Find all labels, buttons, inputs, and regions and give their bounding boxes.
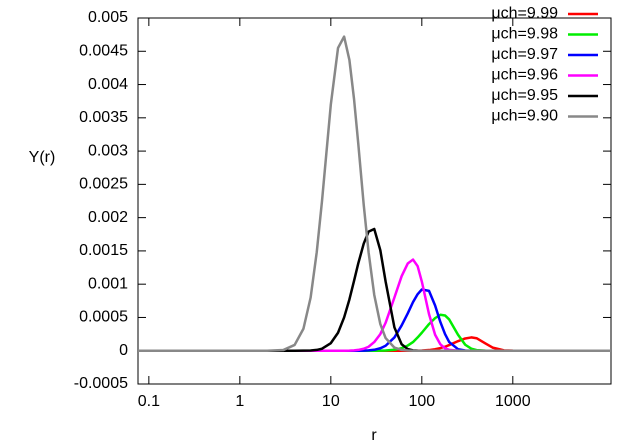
y-tick-label: 0.005 [88,9,128,26]
x-tick-label: 1 [235,393,244,410]
x-tick-label: 10 [322,393,340,410]
legend-label: μch=9.98 [491,26,558,43]
y-tick-label: -0.0005 [74,375,128,392]
y-tick-label: 0 [119,342,128,359]
y-tick-label: 0.0035 [79,109,128,126]
x-tick-label: 100 [408,393,435,410]
legend-label: μch=9.99 [491,5,558,22]
y-tick-label: 0.003 [88,142,128,159]
legend-label: μch=9.96 [491,67,558,84]
legend-label: μch=9.97 [491,46,558,63]
x-axis-label: r [371,427,377,444]
x-tick-label: 0.1 [138,393,160,410]
data-line [138,313,611,352]
y-tick-label: 0.0015 [79,242,128,259]
data-line [138,35,611,352]
y-tick-label: 0.004 [88,76,128,93]
plot-frame [137,17,612,385]
x-tick-label: 1000 [495,393,531,410]
y-tick-label: 0.001 [88,275,128,292]
data-line [138,258,611,352]
legend-label: μch=9.90 [491,108,558,125]
y-tick-label: 0.0005 [79,309,128,326]
y-tick-label: 0.0025 [79,176,128,193]
y-tick-label: 0.002 [88,209,128,226]
y-tick-label: 0.0045 [79,42,128,59]
legend-label: μch=9.95 [491,87,558,104]
y-axis-label: Y(r) [29,149,56,166]
